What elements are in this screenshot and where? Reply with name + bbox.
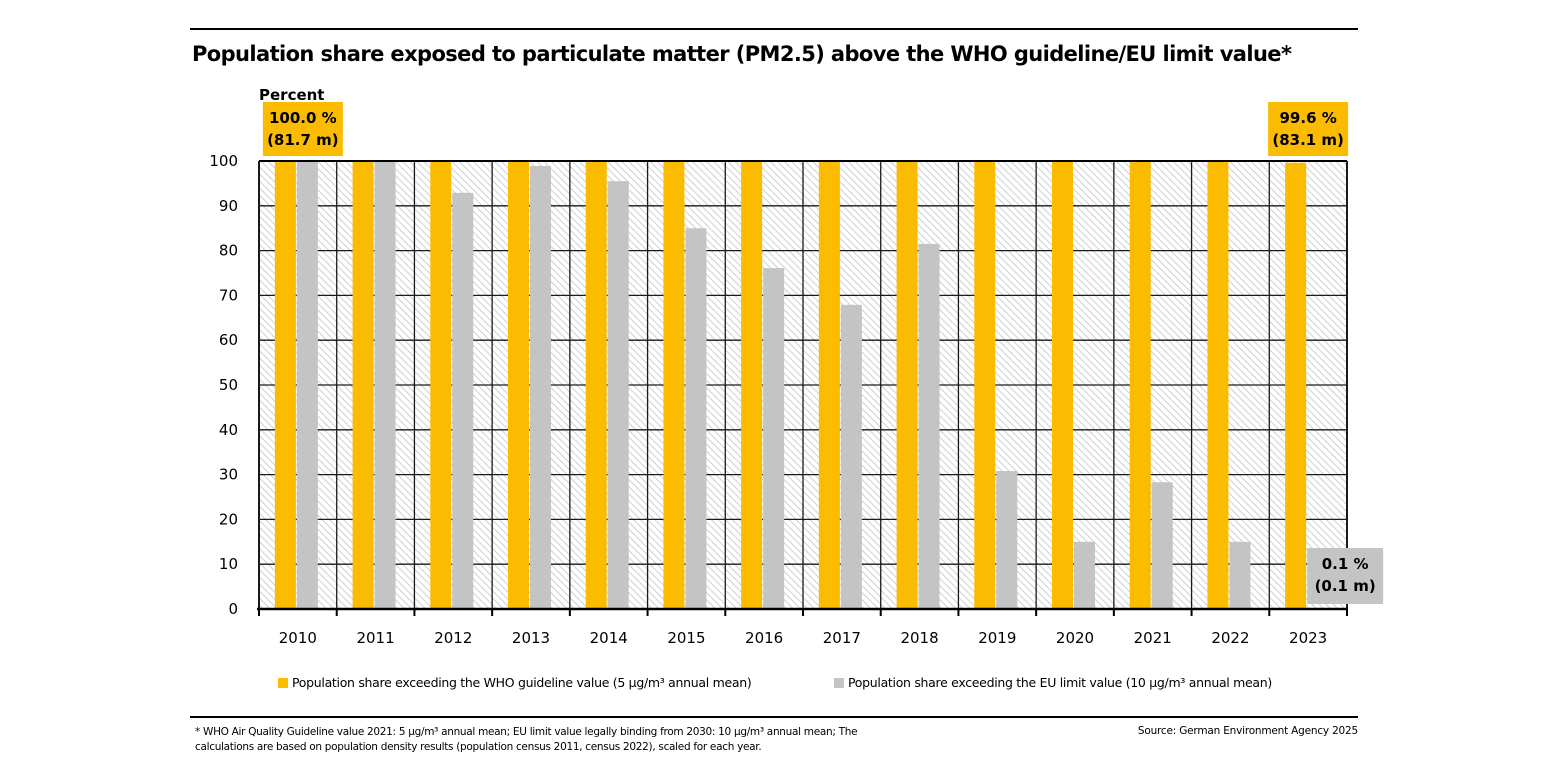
legend-item-who: Population share exceeding the WHO guide… — [278, 675, 752, 690]
bar-who-2017 — [818, 161, 840, 609]
footnote-line-2: calculations are based on population den… — [195, 741, 762, 753]
y-tick-label: 70 — [219, 286, 238, 304]
chart-title: Population share exposed to particulate … — [192, 42, 1292, 66]
legend-label-who: Population share exceeding the WHO guide… — [292, 675, 752, 690]
bar-eu-2019 — [996, 471, 1018, 609]
axes — [257, 160, 1348, 616]
callout-label: 0.1 % — [1322, 555, 1369, 573]
y-tick-label: 50 — [219, 376, 238, 394]
legend-swatch-who — [278, 677, 288, 688]
bar-who-2015 — [663, 161, 685, 609]
x-tick-labels: 2010 2011 2012 2013 2014 2015 2016 2017 2018 2019… — [279, 629, 1327, 647]
bar-who-2018 — [896, 161, 918, 609]
bar-who-2023 — [1285, 162, 1307, 610]
callout-box-2023 — [1268, 102, 1349, 156]
x-tick-label: 2018 — [900, 629, 938, 647]
bar-eu-2015 — [685, 228, 707, 609]
callout-label: 100.0 % — [269, 109, 337, 127]
y-tick-label: 90 — [219, 197, 238, 215]
bar-eu-2013 — [530, 165, 551, 610]
source-note: Source: German Environment Agency 2025 — [1137, 725, 1358, 737]
x-tick-label: 2020 — [1056, 629, 1094, 647]
callout-box-2010 — [262, 102, 343, 156]
top-rule — [190, 28, 1358, 30]
footnote: * WHO Air Quality Guideline value 2021: … — [195, 725, 925, 755]
x-tick-label: 2015 — [667, 629, 705, 647]
bar-eu-2016 — [763, 268, 785, 609]
bar-eu-2020 — [1074, 541, 1095, 609]
bar-who-2022 — [1207, 161, 1229, 609]
bar-who-2021 — [1129, 161, 1151, 609]
y-tick-label: 30 — [219, 466, 238, 484]
bar-eu-2011 — [374, 161, 396, 609]
callout-label: (83.1 m) — [1272, 131, 1344, 149]
bars — [274, 161, 1329, 610]
callouts: 100.0 % (81.7 m) 99.6 % (83.1 m) 0.1 % (0.1 m… — [262, 102, 1384, 604]
y-tick-label: 10 — [219, 555, 238, 573]
y-tick-labels: 0 10 20 30 40 50 60 70 80 90 100 — [209, 152, 238, 618]
y-tick-label: 40 — [219, 421, 238, 439]
y-axis-unit-label: Percent — [259, 86, 324, 104]
bar-eu-2018 — [918, 243, 940, 609]
y-tick-label: 20 — [219, 510, 238, 528]
bar-who-2019 — [974, 161, 996, 609]
x-tick-label: 2019 — [978, 629, 1016, 647]
legend-item-eu: Population share exceeding the EU limit … — [834, 675, 1272, 690]
bar-eu-2022 — [1229, 541, 1251, 609]
bar-who-2016 — [741, 161, 763, 609]
bar-who-2020 — [1052, 161, 1073, 609]
bar-who-2014 — [585, 161, 607, 609]
bar-who-2011 — [352, 161, 374, 609]
bar-eu-2021 — [1151, 482, 1173, 609]
x-tick-label: 2011 — [356, 629, 394, 647]
callout-box-2023 — [1307, 548, 1384, 604]
legend-label-eu: Population share exceeding the EU limit … — [848, 675, 1272, 690]
bottom-rule — [190, 716, 1358, 718]
x-tick-label: 2022 — [1211, 629, 1249, 647]
callout-label: 99.6 % — [1280, 109, 1337, 127]
bar-eu-2017 — [840, 304, 862, 609]
callout-label: (0.1 m) — [1315, 577, 1376, 595]
y-tick-label: 80 — [219, 242, 238, 260]
x-tick-label: 2010 — [279, 629, 317, 647]
x-tick-label: 2014 — [590, 629, 628, 647]
x-tick-label: 2012 — [434, 629, 472, 647]
bar-eu-2012 — [452, 192, 474, 610]
bar-eu-2014 — [607, 181, 629, 609]
bar-eu-2010 — [296, 161, 318, 609]
x-tick-label: 2013 — [512, 629, 550, 647]
x-tick-label: 2017 — [823, 629, 861, 647]
bar-who-2013 — [508, 161, 529, 609]
y-tick-label: 60 — [219, 331, 238, 349]
y-tick-label: 0 — [228, 600, 238, 618]
y-tick-label: 100 — [209, 152, 238, 170]
x-tick-label: 2016 — [745, 629, 783, 647]
bar-who-2010 — [274, 161, 296, 609]
footnote-line-1: * WHO Air Quality Guideline value 2021: … — [195, 726, 858, 738]
legend-swatch-eu — [834, 677, 844, 688]
bar-who-2012 — [430, 161, 452, 609]
x-tick-label: 2023 — [1289, 629, 1327, 647]
callout-label: (81.7 m) — [267, 131, 339, 149]
x-tick-label: 2021 — [1134, 629, 1172, 647]
